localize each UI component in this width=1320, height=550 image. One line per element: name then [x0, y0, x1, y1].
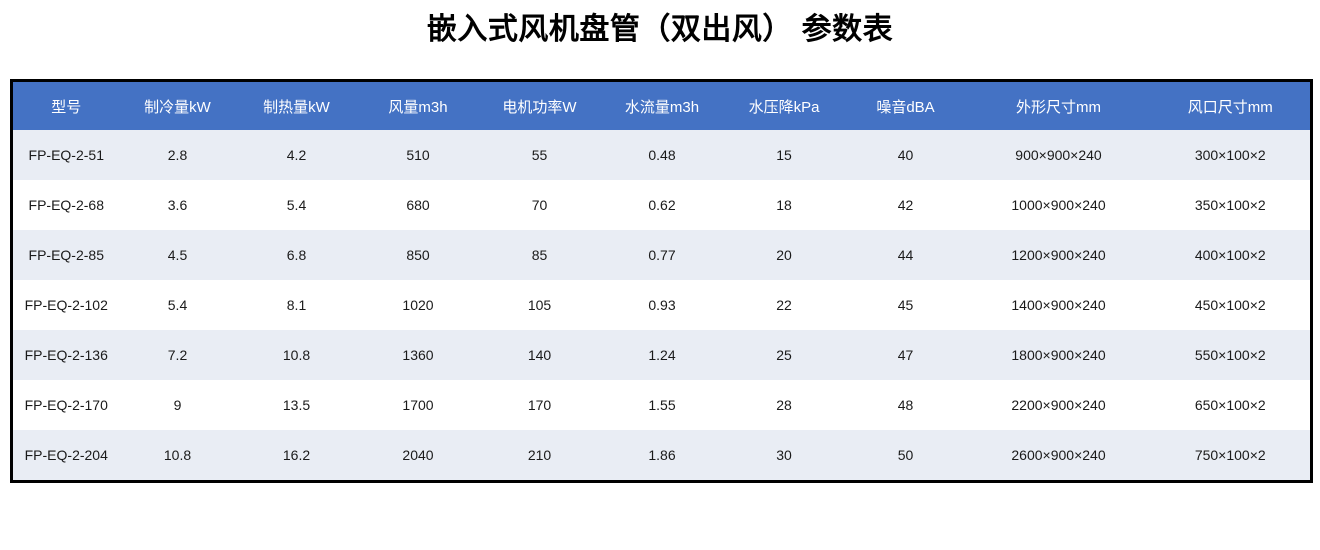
table-cell: 18: [776, 197, 792, 213]
header-row: 型号 制冷量kW 制热量kW 风量m3h 电机功率W 水流量m3h 水压降kPa…: [11, 80, 1312, 130]
table-cell: 7.2: [167, 347, 188, 363]
parameters-table-wrapper: 型号 制冷量kW 制热量kW 风量m3h 电机功率W 水流量m3h 水压降kPa…: [10, 79, 1313, 483]
table-cell: 22: [776, 297, 792, 313]
table-cell: 5.4: [167, 297, 188, 313]
table-row: FP-EQ-2-170 9 13.5 1700 170 1.55 28 48 2200×900×…: [11, 380, 1312, 430]
table-cell: 510: [406, 147, 430, 163]
table-cell: 4.2: [286, 147, 307, 163]
table-cell: 105: [527, 297, 552, 313]
table-cell: 400×100×2: [1194, 247, 1266, 263]
table-cell: 140: [527, 347, 552, 363]
table-cell: 1360: [402, 347, 434, 363]
table-cell: FP-EQ-2-170: [24, 397, 108, 413]
table-cell: 650×100×2: [1194, 397, 1266, 413]
table-header: 型号 制冷量kW 制热量kW 风量m3h 电机功率W 水流量m3h 水压降kPa…: [11, 80, 1312, 130]
table-cell: 300×100×2: [1194, 147, 1266, 163]
table-cell: 70: [531, 197, 548, 213]
table-cell: 15: [776, 147, 792, 163]
table-cell: 8.1: [286, 297, 307, 313]
table-cell: 4.5: [167, 247, 188, 263]
table-row: FP-EQ-2-204 10.8 16.2 2040 210 1.86 30 50 2600×9…: [11, 430, 1312, 482]
table-cell: 1700: [402, 397, 434, 413]
header-cell-model: 型号: [11, 80, 120, 130]
table-cell: 0.77: [648, 247, 676, 263]
table-cell: 2200×900×240: [1011, 397, 1106, 413]
table-cell: 1.24: [648, 347, 676, 363]
table-cell: 55: [531, 147, 548, 163]
table-cell: 85: [531, 247, 548, 263]
table-cell: FP-EQ-2-51: [28, 147, 104, 163]
table-cell: 0.62: [648, 197, 676, 213]
table-cell: 28: [776, 397, 792, 413]
table-cell: 450×100×2: [1194, 297, 1266, 313]
table-cell: 750×100×2: [1194, 447, 1266, 463]
page-title: 嵌入式风机盘管（双出风） 参数表: [426, 13, 894, 46]
header-cell-motor-power: 电机功率W: [478, 80, 601, 130]
table-row: FP-EQ-2-102 5.4 8.1 1020 105 0.93 22 45 1400×900…: [11, 280, 1312, 330]
table-cell: 20: [776, 247, 792, 263]
table-row: FP-EQ-2-68 3.6 5.4 680 70 0.62 18 42 1000×900×24…: [11, 180, 1312, 230]
table-cell: 30: [776, 447, 792, 463]
table-cell: 2.8: [167, 147, 188, 163]
table-cell: 1400×900×240: [1011, 297, 1106, 313]
table-cell: FP-EQ-2-102: [24, 297, 108, 313]
header-cell-heating-capacity: 制热量kW: [235, 80, 358, 130]
table-cell: 850: [406, 247, 430, 263]
header-cell-air-volume: 风量m3h: [357, 80, 479, 130]
header-cell-outline-size: 外形尺寸mm: [966, 80, 1151, 130]
table-cell: 48: [897, 397, 914, 413]
table-cell: 47: [897, 347, 914, 363]
header-cell-pressure-drop: 水压降kPa: [723, 80, 845, 130]
table-cell: 1.55: [648, 397, 676, 413]
table-cell: 44: [897, 247, 914, 263]
table-cell: 13.5: [282, 397, 311, 413]
table-cell: 9: [173, 397, 182, 413]
table-cell: 0.93: [648, 297, 676, 313]
table-cell: 1020: [402, 297, 434, 313]
table-cell: 6.8: [286, 247, 307, 263]
table-cell: FP-EQ-2-204: [24, 447, 108, 463]
table-cell: 5.4: [286, 197, 307, 213]
table-cell: 2600×900×240: [1011, 447, 1106, 463]
table-cell: FP-EQ-2-68: [28, 197, 104, 213]
header-cell-outlet-size: 风口尺寸mm: [1150, 80, 1312, 130]
table-cell: 1200×900×240: [1011, 247, 1106, 263]
table-cell: 0.48: [648, 147, 676, 163]
table-cell: 350×100×2: [1194, 197, 1266, 213]
table-cell: 2040: [402, 447, 434, 463]
table-cell: 25: [776, 347, 792, 363]
table-cell: 16.2: [282, 447, 311, 463]
table-cell: 3.6: [167, 197, 188, 213]
table-cell: 680: [406, 197, 430, 213]
table-cell: 45: [897, 297, 914, 313]
table-cell: 900×900×240: [1015, 147, 1102, 163]
header-cell-water-flow: 水流量m3h: [600, 80, 724, 130]
table-cell: 550×100×2: [1194, 347, 1266, 363]
table-cell: 210: [527, 447, 552, 463]
table-cell: 1800×900×240: [1011, 347, 1106, 363]
table-body: FP-EQ-2-51 2.8 4.2 510 55 0.48 15 40 900×900×240…: [11, 130, 1312, 482]
table-cell: FP-EQ-2-136: [24, 347, 108, 363]
table-row: FP-EQ-2-85 4.5 6.8 850 85 0.77 20 44 1200×900×24…: [11, 230, 1312, 280]
header-cell-noise: 噪音dBA: [844, 80, 967, 130]
parameters-table: 型号 制冷量kW 制热量kW 风量m3h 电机功率W 水流量m3h 水压降kPa…: [10, 79, 1313, 483]
header-cell-cooling-capacity: 制冷量kW: [119, 80, 236, 130]
table-cell: 40: [897, 147, 914, 163]
table-cell: 10.8: [282, 347, 311, 363]
table-cell: 1000×900×240: [1011, 197, 1106, 213]
table-cell: 10.8: [163, 447, 192, 463]
table-row: FP-EQ-2-136 7.2 10.8 1360 140 1.24 25 47 1800×90…: [11, 330, 1312, 380]
table-row: FP-EQ-2-51 2.8 4.2 510 55 0.48 15 40 900×900×240…: [11, 130, 1312, 180]
table-cell: 50: [897, 447, 914, 463]
table-cell: FP-EQ-2-85: [28, 247, 104, 263]
table-cell: 1.86: [648, 447, 676, 463]
table-cell: 170: [527, 397, 552, 413]
table-cell: 42: [897, 197, 914, 213]
